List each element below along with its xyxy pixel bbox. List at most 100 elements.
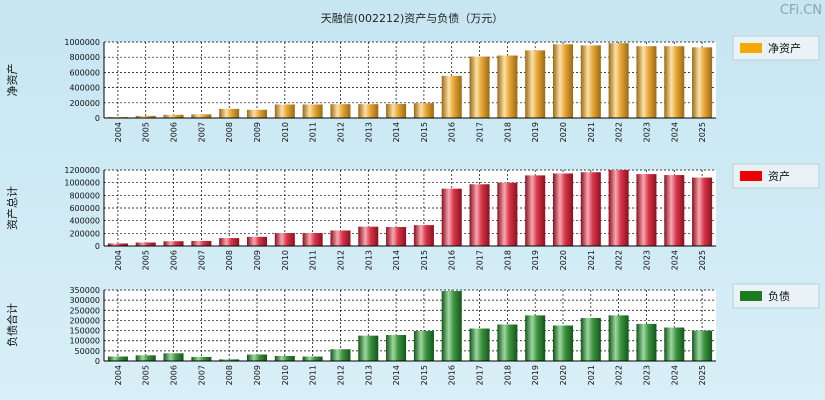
total-assets-bar <box>358 226 379 246</box>
total-assets-bar <box>469 184 490 246</box>
liabilities-xtick-label: 2016 <box>448 365 457 385</box>
total-assets-ytick-label: 800000 <box>69 191 100 200</box>
liabilities-ytick-label: 0 <box>95 357 100 366</box>
net-assets-ytick-label: 600000 <box>69 68 100 77</box>
net-assets-bar <box>469 56 490 118</box>
liabilities-bar <box>163 353 184 361</box>
total-assets-bar <box>692 177 713 246</box>
net-assets-bar <box>191 114 212 118</box>
liabilities-xtick-label: 2014 <box>392 365 401 385</box>
liabilities-xtick-label: 2020 <box>559 365 568 385</box>
net-assets-xtick-label: 2019 <box>531 122 540 142</box>
liabilities-ytick-label: 150000 <box>69 327 100 336</box>
chart-title: 天融信(002212)资产与负债（万元） <box>321 11 504 25</box>
net-assets-xtick-label: 2025 <box>698 122 707 142</box>
liabilities-xtick-label: 2005 <box>142 365 151 385</box>
liabilities-bar <box>191 356 212 361</box>
liabilities-bar <box>358 335 379 361</box>
liabilities-xtick-label: 2013 <box>364 365 373 385</box>
liabilities-xtick-label: 2012 <box>336 365 345 385</box>
total-assets-bar <box>636 174 657 246</box>
liabilities-ytick-label: 100000 <box>69 337 100 346</box>
net-assets-xtick-label: 2015 <box>420 122 429 142</box>
net-assets-xtick-label: 2006 <box>170 122 179 142</box>
liabilities-bar <box>219 359 240 361</box>
total-assets-ytick-label: 1200000 <box>64 166 100 175</box>
net-assets-legend-swatch <box>740 43 762 53</box>
liabilities-legend: 负债 <box>732 283 820 309</box>
total-assets-xtick-label: 2017 <box>476 250 485 270</box>
total-assets-bar <box>135 242 156 246</box>
net-assets-bar <box>580 45 601 118</box>
net-assets-bar <box>497 55 518 118</box>
liabilities-bar <box>525 315 546 361</box>
liabilities-ytick-label: 50000 <box>75 347 100 356</box>
total-assets-xtick-label: 2023 <box>642 250 651 270</box>
total-assets-bar <box>608 170 629 246</box>
net-assets-bar <box>386 103 407 118</box>
net-assets-xtick-label: 2011 <box>309 122 318 142</box>
total-assets-bar <box>274 233 295 246</box>
total-assets-xtick-label: 2007 <box>197 250 206 270</box>
total-assets-bar <box>163 241 184 246</box>
liabilities-bar <box>386 335 407 361</box>
total-assets-xtick-label: 2020 <box>559 250 568 270</box>
total-assets-bar <box>441 188 462 246</box>
net-assets-legend-label: 净资产 <box>768 41 801 55</box>
liabilities-bar <box>664 327 685 361</box>
liabilities-xtick-label: 2025 <box>698 365 707 385</box>
net-assets-xtick-label: 2009 <box>253 122 262 142</box>
total-assets-xtick-label: 2022 <box>615 250 624 270</box>
net-assets-bar <box>163 114 184 118</box>
total-assets-xtick-label: 2008 <box>225 250 234 270</box>
liabilities-bar <box>636 323 657 361</box>
liabilities-xtick-label: 2017 <box>476 365 485 385</box>
total-assets-bar <box>107 243 128 246</box>
total-assets-xtick-label: 2016 <box>448 250 457 270</box>
total-assets-xtick-label: 2025 <box>698 250 707 270</box>
net-assets-xtick-label: 2016 <box>448 122 457 142</box>
liabilities-xtick-label: 2009 <box>253 365 262 385</box>
liabilities-bar <box>552 325 574 361</box>
total-assets-xtick-label: 2006 <box>170 250 179 270</box>
total-assets-xtick-label: 2015 <box>420 250 429 270</box>
net-assets-xtick-label: 2014 <box>392 122 401 142</box>
total-assets-xtick-label: 2004 <box>114 250 123 270</box>
total-assets-bar <box>664 175 685 246</box>
net-assets-bar <box>664 46 685 118</box>
total-assets-bar <box>497 182 518 246</box>
liabilities-ylabel: 负债合计 <box>5 303 19 347</box>
liabilities-ytick-label: 200000 <box>69 316 100 325</box>
liabilities-xtick-label: 2019 <box>531 365 540 385</box>
total-assets-ytick-label: 400000 <box>69 217 100 226</box>
net-assets-bar <box>692 47 713 118</box>
liabilities-bar <box>580 317 601 361</box>
net-assets-bar <box>246 109 268 118</box>
net-assets-xtick-label: 2010 <box>281 122 290 142</box>
total-assets-bar <box>413 225 434 246</box>
total-assets-legend: 资产 <box>732 163 820 189</box>
liabilities-bar <box>469 328 490 361</box>
net-assets-ytick-label: 800000 <box>69 53 100 62</box>
total-assets-xtick-label: 2013 <box>364 250 373 270</box>
net-assets-ytick-label: 1000000 <box>64 38 100 47</box>
net-assets-xtick-label: 2012 <box>336 122 345 142</box>
net-assets-bar <box>525 50 546 118</box>
liabilities-bar <box>413 330 434 361</box>
liabilities-bar <box>692 330 713 361</box>
liabilities-xtick-label: 2004 <box>114 365 123 385</box>
liabilities-xtick-label: 2011 <box>309 365 318 385</box>
total-assets-ytick-label: 600000 <box>69 204 100 213</box>
liabilities-xtick-label: 2008 <box>225 365 234 385</box>
liabilities-xtick-label: 2018 <box>503 365 512 385</box>
net-assets-xtick-label: 2007 <box>197 122 206 142</box>
net-assets-xtick-label: 2021 <box>587 122 596 142</box>
liabilities-ytick-label: 350000 <box>69 286 100 295</box>
liabilities-bar <box>302 356 323 361</box>
liabilities-bar <box>135 355 156 361</box>
net-assets-bar <box>441 75 462 118</box>
net-assets-xtick-label: 2022 <box>615 122 624 142</box>
total-assets-bar <box>330 230 351 246</box>
